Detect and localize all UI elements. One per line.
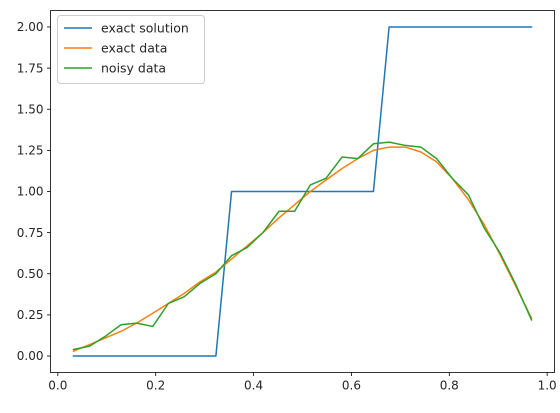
y-tick-label: 0.00 [17,349,44,363]
y-tick-label: 0.25 [17,308,44,322]
legend-box [57,15,205,84]
series-layer [72,26,533,357]
x-tick-label: 1.0 [538,379,557,393]
x-tick-label: 0.2 [146,379,165,393]
x-tick-label: 0.4 [244,379,263,393]
y-tick-label: 1.25 [17,144,44,158]
y-axis: 0.00 0.25 0.50 0.75 1.00 1.25 1.50 1.75 2.00 [17,20,51,363]
legend-label-0: exact solution [101,21,189,36]
y-tick-label: 0.50 [17,267,44,281]
series-line-2 [72,141,533,351]
x-tick-label: 0.6 [342,379,361,393]
y-tick-label: 1.75 [17,61,44,75]
legend-label-1: exact data [101,41,167,56]
x-tick-label: 0.0 [48,379,67,393]
legend-label-2: noisy data [101,61,166,76]
y-tick-label: 2.00 [17,20,44,34]
x-tick-label: 0.8 [440,379,459,393]
y-tick-label: 0.75 [17,226,44,240]
y-tick-label: 1.00 [17,185,44,199]
legend-items: exact solution exact data noisy data [64,21,189,76]
series-line-1 [72,146,533,353]
y-tick-label: 1.50 [17,102,44,116]
x-axis: 0.0 0.2 0.4 0.6 0.8 1.0 [48,372,557,393]
series-line-0 [72,26,533,357]
legend: exact solution exact data noisy data [57,15,205,84]
